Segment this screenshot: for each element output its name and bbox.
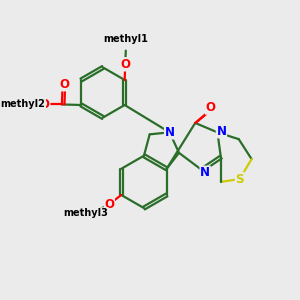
Text: O: O: [104, 198, 114, 211]
Text: S: S: [236, 172, 244, 185]
Text: methyl1: methyl1: [103, 34, 148, 44]
Text: O: O: [40, 98, 50, 111]
Text: O: O: [120, 58, 130, 71]
Text: N: N: [200, 166, 210, 179]
Text: methyl2: methyl2: [1, 99, 46, 110]
Text: O: O: [206, 101, 216, 114]
Text: methyl3: methyl3: [64, 208, 108, 218]
Text: N: N: [165, 126, 175, 139]
Text: O: O: [59, 78, 69, 91]
Text: N: N: [216, 125, 226, 138]
